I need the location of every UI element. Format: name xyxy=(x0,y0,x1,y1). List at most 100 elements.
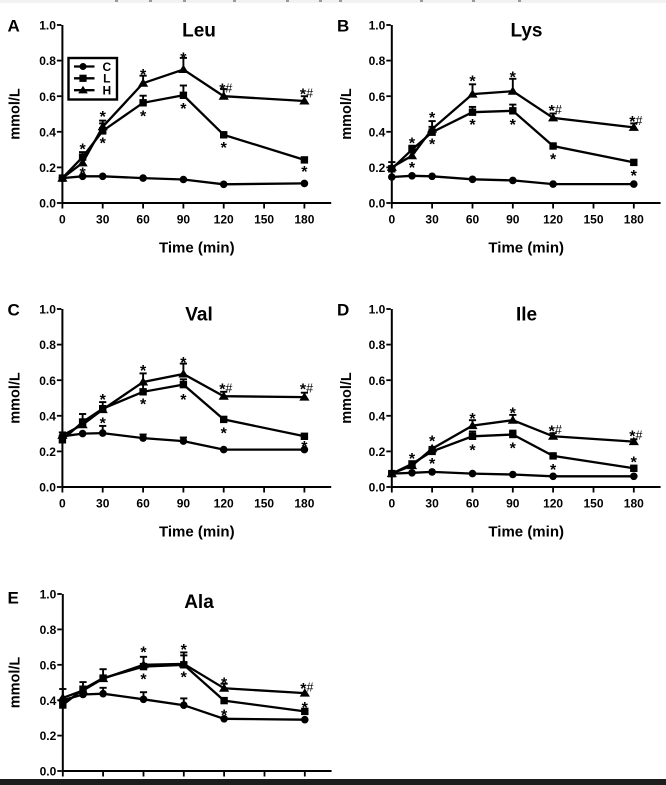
svg-text:*: * xyxy=(550,152,557,169)
svg-text:120: 120 xyxy=(214,497,234,511)
svg-text:mmol/L: mmol/L xyxy=(8,88,24,140)
svg-text:180: 180 xyxy=(294,497,314,511)
svg-text:*#: *# xyxy=(629,114,642,131)
svg-text:*: * xyxy=(409,135,416,152)
svg-text:*: * xyxy=(302,700,309,717)
svg-text:0.4: 0.4 xyxy=(39,409,56,423)
svg-text:90: 90 xyxy=(506,213,520,227)
svg-text:0.4: 0.4 xyxy=(40,694,57,708)
svg-text:180: 180 xyxy=(624,497,644,511)
svg-text:Time (min): Time (min) xyxy=(488,524,564,541)
svg-text:*: * xyxy=(409,160,416,177)
svg-text:1.0: 1.0 xyxy=(39,303,56,317)
svg-text:0.6: 0.6 xyxy=(369,374,386,388)
svg-text:*: * xyxy=(301,164,308,181)
svg-text:180: 180 xyxy=(294,213,314,227)
svg-text:*: * xyxy=(140,644,147,661)
svg-text:*#: *# xyxy=(549,103,562,120)
svg-text:90: 90 xyxy=(177,497,191,511)
svg-text:150: 150 xyxy=(583,213,603,227)
svg-text:*: * xyxy=(100,135,107,152)
svg-text:0.4: 0.4 xyxy=(39,125,56,139)
svg-text:30: 30 xyxy=(96,213,110,227)
svg-text:*#: *# xyxy=(300,381,313,398)
svg-text:0.8: 0.8 xyxy=(40,623,57,637)
svg-text:*: * xyxy=(221,140,228,157)
svg-text:A: A xyxy=(8,17,20,36)
svg-text:60: 60 xyxy=(136,497,150,511)
svg-text:*: * xyxy=(510,406,517,423)
svg-text:120: 120 xyxy=(543,213,563,227)
svg-text:Ile: Ile xyxy=(516,305,537,326)
svg-text:*: * xyxy=(429,456,436,473)
svg-text:120: 120 xyxy=(214,213,234,227)
svg-text:*: * xyxy=(221,676,228,693)
svg-text:E: E xyxy=(8,589,19,608)
svg-text:*: * xyxy=(429,137,436,154)
svg-text:*: * xyxy=(180,392,187,409)
svg-text:0.6: 0.6 xyxy=(369,90,386,104)
svg-text:0.8: 0.8 xyxy=(369,54,386,68)
svg-text:1.0: 1.0 xyxy=(369,19,386,33)
svg-text:Lys: Lys xyxy=(510,21,542,42)
svg-text:0.8: 0.8 xyxy=(39,54,56,68)
svg-text:0.2: 0.2 xyxy=(39,445,56,459)
svg-text:D: D xyxy=(337,301,349,320)
svg-text:Time (min): Time (min) xyxy=(488,240,564,257)
svg-text:*: * xyxy=(140,397,147,414)
svg-text:60: 60 xyxy=(466,213,480,227)
svg-text:1.0: 1.0 xyxy=(369,303,386,317)
svg-text:*: * xyxy=(140,67,147,84)
svg-text:0.0: 0.0 xyxy=(40,765,57,779)
svg-text:*#: *# xyxy=(300,86,313,103)
svg-text:Time (min): Time (min) xyxy=(159,524,235,541)
svg-text:*: * xyxy=(180,51,187,68)
svg-text:60: 60 xyxy=(136,213,150,227)
svg-text:*: * xyxy=(221,707,228,724)
svg-text:150: 150 xyxy=(254,213,274,227)
svg-text:*: * xyxy=(469,117,476,134)
svg-text:0.4: 0.4 xyxy=(369,125,386,139)
svg-text:C: C xyxy=(102,60,111,74)
svg-text:*: * xyxy=(140,363,147,380)
svg-text:0: 0 xyxy=(388,213,395,227)
svg-text:0.8: 0.8 xyxy=(39,338,56,352)
svg-text:*: * xyxy=(510,69,517,86)
svg-text:0.2: 0.2 xyxy=(369,445,386,459)
svg-text:0: 0 xyxy=(59,497,66,511)
svg-text:C: C xyxy=(8,301,20,320)
svg-text:*: * xyxy=(550,462,557,479)
svg-text:mmol/L: mmol/L xyxy=(339,372,355,424)
svg-text:30: 30 xyxy=(96,497,110,511)
svg-text:*: * xyxy=(180,355,187,372)
svg-text:0.0: 0.0 xyxy=(369,197,386,211)
svg-text:0.2: 0.2 xyxy=(40,729,57,743)
svg-text:*#: *# xyxy=(219,381,232,398)
svg-text:*#: *# xyxy=(219,81,232,98)
svg-text:mmol/L: mmol/L xyxy=(8,657,24,709)
svg-text:0.0: 0.0 xyxy=(369,481,386,495)
svg-text:90: 90 xyxy=(506,497,520,511)
svg-text:180: 180 xyxy=(624,213,644,227)
svg-text:150: 150 xyxy=(254,497,274,511)
svg-text:0.4: 0.4 xyxy=(369,409,386,423)
svg-text:*: * xyxy=(429,434,436,451)
svg-text:*: * xyxy=(631,168,638,185)
svg-text:0.0: 0.0 xyxy=(39,481,56,495)
svg-text:0: 0 xyxy=(388,497,395,511)
svg-text:*: * xyxy=(469,74,476,91)
svg-text:0.2: 0.2 xyxy=(39,161,56,175)
svg-text:*: * xyxy=(181,670,188,687)
svg-text:Time (min): Time (min) xyxy=(159,240,235,257)
svg-text:*#: *# xyxy=(300,681,313,698)
svg-text:0.8: 0.8 xyxy=(369,338,386,352)
svg-text:*: * xyxy=(79,142,86,159)
svg-text:*: * xyxy=(221,426,228,443)
svg-text:150: 150 xyxy=(583,497,603,511)
svg-text:0.6: 0.6 xyxy=(39,90,56,104)
svg-text:*: * xyxy=(301,439,308,456)
svg-text:90: 90 xyxy=(177,213,191,227)
svg-text:0.2: 0.2 xyxy=(369,161,386,175)
svg-text:*: * xyxy=(469,443,476,460)
svg-text:1.0: 1.0 xyxy=(39,19,56,33)
